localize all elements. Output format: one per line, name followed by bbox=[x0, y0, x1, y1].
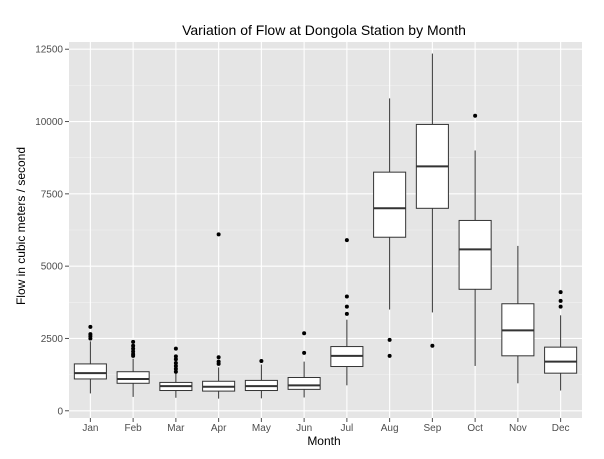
x-tick-label: Dec bbox=[552, 423, 570, 434]
x-tick-label: Oct bbox=[467, 423, 483, 434]
outlier-point bbox=[173, 363, 178, 368]
minor-gridlines bbox=[69, 85, 582, 375]
box-mar bbox=[159, 346, 193, 398]
outlier-point bbox=[131, 349, 136, 354]
x-tick-label: Aug bbox=[381, 423, 399, 434]
x-tick-label: Sep bbox=[423, 423, 441, 434]
outlier-point bbox=[173, 369, 178, 374]
box-jul bbox=[330, 238, 364, 386]
outlier-point bbox=[216, 232, 221, 237]
outlier-point bbox=[173, 366, 178, 371]
outlier-point bbox=[344, 294, 349, 299]
x-tick-label: Jul bbox=[340, 423, 353, 434]
outlier-point bbox=[558, 298, 563, 303]
outlier-point bbox=[173, 357, 178, 362]
y-tick-label: 2500 bbox=[41, 334, 64, 345]
box-body bbox=[73, 363, 107, 380]
box-jan bbox=[73, 324, 107, 394]
outlier-point bbox=[88, 332, 93, 337]
y-tick-label: 12500 bbox=[35, 45, 63, 56]
outlier-point bbox=[216, 359, 221, 364]
outlier-point bbox=[173, 354, 178, 359]
outlier-point bbox=[131, 343, 136, 348]
box-aug bbox=[373, 98, 407, 358]
outlier-point bbox=[216, 355, 221, 360]
outlier-point bbox=[387, 353, 392, 358]
y-tick-label: 10000 bbox=[35, 117, 63, 128]
x-tick-label: Jun bbox=[296, 423, 312, 434]
x-tick-label: Feb bbox=[125, 423, 143, 434]
outlier-point bbox=[173, 361, 178, 366]
y-tick-label: 7500 bbox=[41, 189, 64, 200]
x-axis-title: Month bbox=[307, 434, 340, 448]
box-sep bbox=[415, 53, 449, 348]
outlier-point bbox=[387, 337, 392, 342]
box-body bbox=[287, 377, 321, 390]
box-body bbox=[544, 346, 578, 374]
outlier-point bbox=[344, 311, 349, 316]
x-tick-label: Nov bbox=[509, 423, 527, 434]
y-axis-title: Flow in cubic meters / second bbox=[14, 147, 28, 305]
box-apr bbox=[202, 232, 236, 399]
box-series bbox=[73, 53, 578, 399]
box-feb bbox=[116, 339, 150, 397]
x-tick-label: Apr bbox=[211, 423, 227, 434]
box-nov bbox=[501, 245, 535, 384]
outlier-point bbox=[131, 346, 136, 351]
x-tick-label: Jan bbox=[82, 423, 98, 434]
y-axis: 0 2500 5000 7500 10000 12500 bbox=[35, 45, 69, 417]
y-tick-label: 0 bbox=[57, 406, 63, 417]
outlier-point bbox=[302, 331, 307, 336]
outlier-point bbox=[131, 339, 136, 344]
box-body bbox=[458, 219, 492, 290]
outlier-point bbox=[173, 346, 178, 351]
chart-title: Variation of Flow at Dongola Station by … bbox=[182, 22, 466, 38]
outlier-point bbox=[259, 359, 264, 364]
x-axis: Jan Feb Mar Apr May Jun Jul Aug Sep Oct Nov Dec bbox=[82, 418, 570, 434]
box-may bbox=[244, 359, 278, 399]
outlier-point bbox=[473, 113, 478, 118]
y-tick-label: 5000 bbox=[41, 262, 64, 273]
outlier-point bbox=[88, 324, 93, 329]
x-tick-label: May bbox=[252, 423, 271, 434]
outlier-point bbox=[344, 304, 349, 309]
outlier-point bbox=[302, 350, 307, 355]
outlier-point bbox=[344, 238, 349, 243]
outlier-point bbox=[558, 304, 563, 309]
box-oct bbox=[458, 113, 492, 366]
box-body bbox=[116, 371, 150, 384]
box-dec bbox=[544, 290, 578, 391]
outlier-point bbox=[430, 343, 435, 348]
outlier-point bbox=[558, 290, 563, 295]
x-tick-label: Mar bbox=[167, 423, 185, 434]
box-jun bbox=[287, 331, 321, 398]
box-body bbox=[373, 171, 407, 238]
